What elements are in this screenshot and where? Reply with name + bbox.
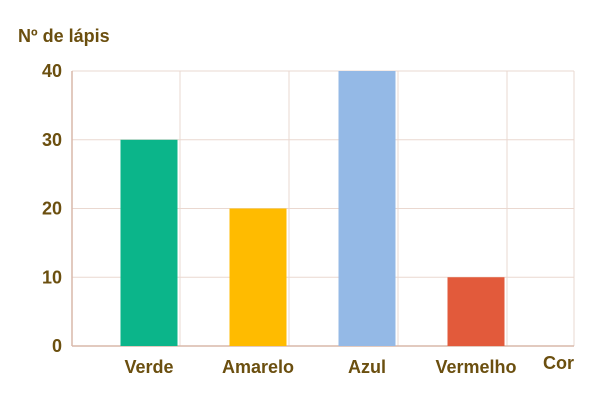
x-tick-label: Amarelo <box>222 357 294 377</box>
x-tick-label: Verde <box>124 357 173 377</box>
bars <box>120 71 505 346</box>
labels: 0 10 20 30 40 Verde Amarelo Azul Vermelho <box>42 61 517 377</box>
y-tick-label: 30 <box>42 130 62 150</box>
y-tick-label: 40 <box>42 61 62 81</box>
bar-vermelho <box>447 277 505 346</box>
y-tick-label: 10 <box>42 267 62 287</box>
x-tick-label: Vermelho <box>435 357 516 377</box>
y-tick-label: 20 <box>42 199 62 219</box>
y-tick-label: 0 <box>52 336 62 356</box>
x-axis-title: Cor <box>543 353 574 373</box>
bar-verde <box>120 139 178 346</box>
bar-amarelo <box>229 208 287 346</box>
x-tick-label: Azul <box>348 357 386 377</box>
bar-azul <box>338 71 396 346</box>
y-axis-title: Nº de lápis <box>18 26 110 46</box>
